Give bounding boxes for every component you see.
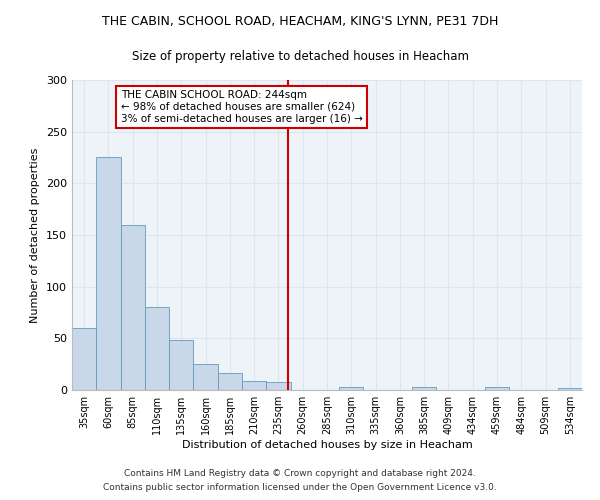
Text: THE CABIN, SCHOOL ROAD, HEACHAM, KING'S LYNN, PE31 7DH: THE CABIN, SCHOOL ROAD, HEACHAM, KING'S … <box>102 15 498 28</box>
Bar <box>121 224 145 390</box>
Bar <box>558 388 582 390</box>
Bar <box>72 328 96 390</box>
Text: Size of property relative to detached houses in Heacham: Size of property relative to detached ho… <box>131 50 469 63</box>
Bar <box>242 380 266 390</box>
Bar <box>412 387 436 390</box>
Text: Contains public sector information licensed under the Open Government Licence v3: Contains public sector information licen… <box>103 484 497 492</box>
Bar <box>339 387 364 390</box>
Bar <box>485 387 509 390</box>
Bar <box>169 340 193 390</box>
Bar <box>145 308 169 390</box>
Bar <box>193 364 218 390</box>
Text: Contains HM Land Registry data © Crown copyright and database right 2024.: Contains HM Land Registry data © Crown c… <box>124 468 476 477</box>
Bar <box>218 374 242 390</box>
Bar <box>96 158 121 390</box>
X-axis label: Distribution of detached houses by size in Heacham: Distribution of detached houses by size … <box>182 440 472 450</box>
Bar <box>266 382 290 390</box>
Y-axis label: Number of detached properties: Number of detached properties <box>31 148 40 322</box>
Text: THE CABIN SCHOOL ROAD: 244sqm
← 98% of detached houses are smaller (624)
3% of s: THE CABIN SCHOOL ROAD: 244sqm ← 98% of d… <box>121 90 362 124</box>
